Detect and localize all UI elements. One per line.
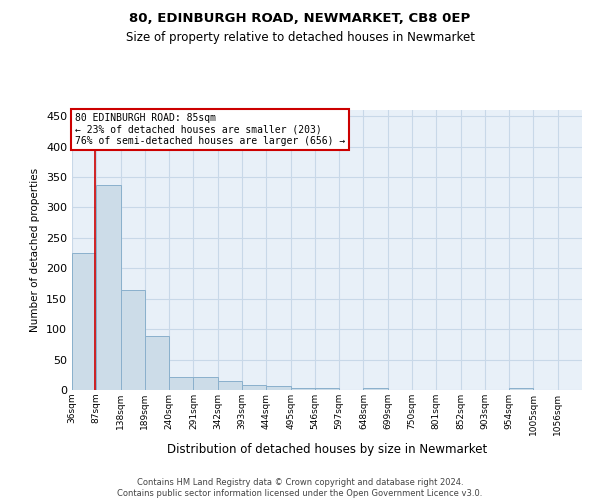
Text: 80, EDINBURGH ROAD, NEWMARKET, CB8 0EP: 80, EDINBURGH ROAD, NEWMARKET, CB8 0EP — [130, 12, 470, 26]
Bar — [242, 385, 266, 390]
Bar — [145, 336, 169, 390]
Bar — [290, 388, 315, 390]
Y-axis label: Number of detached properties: Number of detached properties — [31, 168, 40, 332]
Bar — [218, 381, 242, 390]
Bar — [121, 290, 145, 390]
Text: 80 EDINBURGH ROAD: 85sqm
← 23% of detached houses are smaller (203)
76% of semi-: 80 EDINBURGH ROAD: 85sqm ← 23% of detach… — [74, 113, 345, 146]
Bar — [193, 376, 218, 390]
Text: Size of property relative to detached houses in Newmarket: Size of property relative to detached ho… — [125, 31, 475, 44]
Bar — [72, 253, 96, 390]
X-axis label: Distribution of detached houses by size in Newmarket: Distribution of detached houses by size … — [167, 443, 487, 456]
Bar — [169, 376, 193, 390]
Bar — [364, 388, 388, 390]
Bar — [509, 388, 533, 390]
Bar — [96, 185, 121, 390]
Bar — [266, 386, 290, 390]
Text: Contains HM Land Registry data © Crown copyright and database right 2024.
Contai: Contains HM Land Registry data © Crown c… — [118, 478, 482, 498]
Bar — [315, 388, 339, 390]
